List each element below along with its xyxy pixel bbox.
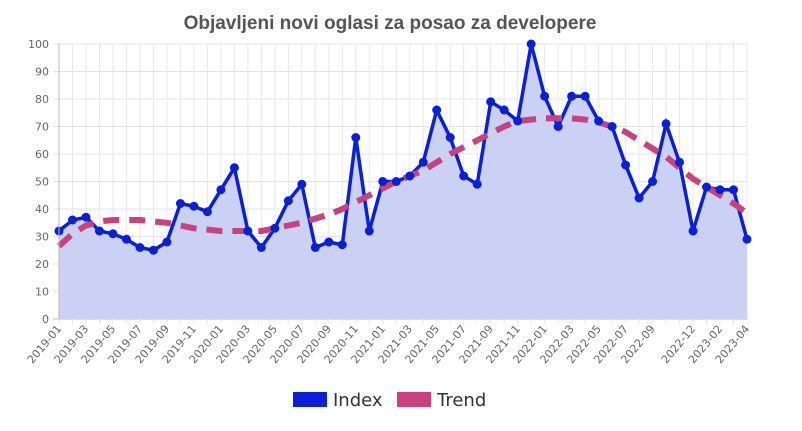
index-point bbox=[513, 116, 523, 126]
y-tick-label: 40 bbox=[35, 203, 49, 216]
index-point bbox=[580, 91, 590, 101]
chart-title: Objavljeni novi oglasi za posao za devel… bbox=[184, 13, 597, 34]
index-point bbox=[81, 212, 91, 222]
legend-swatch-index bbox=[293, 392, 327, 407]
index-point bbox=[459, 171, 469, 181]
index-point bbox=[648, 177, 658, 186]
index-point bbox=[202, 207, 212, 217]
legend-swatch-trend bbox=[397, 392, 431, 407]
index-point bbox=[364, 226, 374, 236]
index-point bbox=[567, 91, 577, 101]
index-point bbox=[688, 226, 698, 236]
y-tick-label: 100 bbox=[28, 38, 49, 51]
index-point bbox=[270, 223, 280, 233]
index-point bbox=[256, 243, 266, 252]
legend-label-trend: Trend bbox=[436, 390, 486, 411]
y-tick-label: 60 bbox=[35, 148, 49, 161]
index-point bbox=[526, 39, 536, 49]
index-points bbox=[54, 39, 752, 255]
index-point bbox=[540, 91, 550, 101]
index-point bbox=[337, 240, 347, 250]
index-point bbox=[108, 229, 118, 239]
index-point bbox=[702, 182, 712, 192]
index-point bbox=[715, 185, 725, 195]
index-area bbox=[59, 44, 747, 319]
index-point bbox=[553, 122, 563, 131]
y-tick-label: 70 bbox=[35, 121, 49, 134]
index-point bbox=[472, 179, 482, 189]
index-point bbox=[189, 201, 199, 211]
index-point bbox=[418, 157, 428, 167]
index-point bbox=[378, 177, 388, 186]
index-point bbox=[216, 185, 226, 195]
index-area-fill bbox=[59, 44, 747, 319]
index-point bbox=[432, 105, 442, 115]
index-point bbox=[621, 160, 631, 170]
index-point bbox=[391, 177, 401, 186]
index-point bbox=[351, 133, 361, 142]
index-point bbox=[162, 237, 172, 247]
index-point bbox=[661, 119, 671, 129]
index-point bbox=[243, 226, 253, 236]
y-tick-label: 30 bbox=[35, 231, 49, 244]
y-tick-label: 50 bbox=[35, 176, 49, 189]
index-point bbox=[675, 157, 685, 167]
y-tick-label: 0 bbox=[42, 313, 49, 326]
index-point bbox=[229, 163, 239, 173]
index-point bbox=[148, 245, 158, 255]
index-point bbox=[607, 122, 617, 131]
index-point bbox=[310, 243, 320, 252]
index-point bbox=[742, 234, 752, 244]
index-point bbox=[634, 193, 644, 203]
y-tick-label: 80 bbox=[35, 93, 49, 106]
index-point bbox=[445, 133, 455, 142]
index-point bbox=[94, 226, 104, 236]
trend-series bbox=[56, 115, 749, 249]
index-point bbox=[175, 199, 185, 208]
index-point bbox=[135, 243, 145, 252]
index-point bbox=[729, 185, 739, 195]
index-series bbox=[57, 43, 749, 253]
index-point bbox=[297, 179, 307, 189]
index-point bbox=[121, 234, 131, 244]
legend: Index Trend bbox=[293, 390, 486, 411]
y-tick-label: 10 bbox=[35, 286, 49, 299]
y-tick-label: 20 bbox=[35, 258, 49, 271]
y-tick-label: 90 bbox=[35, 66, 49, 79]
index-point bbox=[486, 97, 496, 107]
index-line bbox=[57, 43, 749, 253]
index-point bbox=[594, 116, 604, 126]
index-point bbox=[283, 196, 293, 206]
index-point bbox=[499, 105, 509, 115]
index-point bbox=[324, 237, 334, 247]
index-point bbox=[67, 215, 77, 225]
trend-line bbox=[56, 115, 749, 249]
index-point bbox=[405, 171, 415, 181]
legend-label-index: Index bbox=[333, 390, 383, 411]
